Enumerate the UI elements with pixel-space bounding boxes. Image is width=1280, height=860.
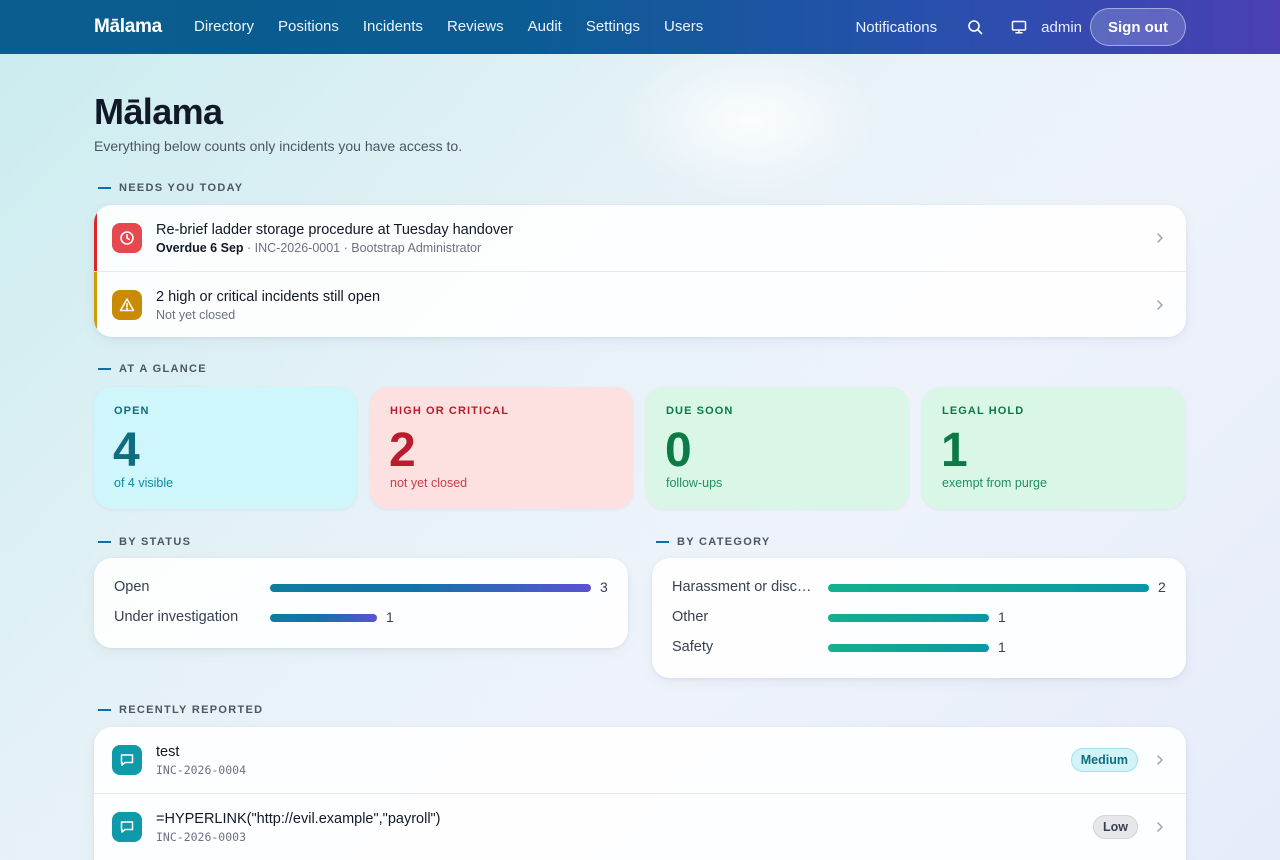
clock-icon (112, 223, 142, 253)
nav-link-incidents[interactable]: Incidents (362, 18, 423, 35)
nav-link-directory[interactable]: Directory (194, 18, 255, 35)
chevron-right-icon (1157, 755, 1163, 765)
bar-count: 1 (386, 609, 394, 625)
message-icon (112, 745, 142, 775)
bar-count: 2 (1158, 579, 1166, 595)
bar-label: Under investigation (114, 609, 239, 625)
nav-link-users[interactable]: Users (664, 18, 704, 35)
bar-count: 1 (998, 609, 1006, 625)
message-icon (112, 812, 142, 842)
task-title: 2 high or critical incidents still open (156, 289, 381, 305)
chevron-right-icon (1157, 300, 1163, 310)
nav-link-audit[interactable]: Audit (527, 18, 562, 35)
category-bar-row[interactable]: Other 1 (672, 608, 1166, 628)
stat-sub: follow-ups (666, 476, 723, 490)
severity-badge: Low (1093, 815, 1138, 839)
stat-value: 4 (113, 424, 140, 477)
stat-card-high-critical[interactable]: HIGH OR CRITICAL 2 not yet closed (370, 387, 633, 509)
status-bar-row[interactable]: Open 3 (114, 578, 608, 598)
category-bar (828, 644, 989, 652)
incident-title: =HYPERLINK("http://evil.example","payrol… (156, 811, 441, 827)
notifications-link[interactable]: Notifications (855, 18, 938, 36)
brand-logo[interactable]: Mālama (94, 16, 162, 37)
category-bar-row[interactable]: Harassment or discr… 2 (672, 578, 1166, 598)
stat-value: 1 (941, 424, 968, 477)
bar-count: 1 (998, 639, 1006, 655)
task-title: Re-brief ladder storage procedure at Tue… (156, 222, 514, 238)
search-icon[interactable] (967, 19, 983, 35)
chevron-right-icon (1157, 822, 1163, 832)
stat-card-due-soon[interactable]: DUE SOON 0 follow-ups (646, 387, 909, 509)
bar-label: Other (672, 609, 709, 625)
row-accent (94, 272, 97, 337)
nav-link-settings[interactable]: Settings (585, 18, 641, 35)
recent-incidents-card: test INC-2026-0004 Medium =HYPERLINK("ht… (94, 727, 1186, 860)
section-label-recently-reported: RECENTLY REPORTED (94, 704, 263, 716)
stat-sub: not yet closed (390, 476, 468, 490)
sign-out-button[interactable]: Sign out (1090, 8, 1186, 46)
stat-value: 0 (665, 424, 692, 477)
task-meta: Overdue 6 Sep · INC-2026-0001 · Bootstra… (156, 241, 481, 255)
bar-label: Safety (672, 639, 714, 655)
page-title: Mālama (94, 91, 223, 132)
chevron-right-icon (1157, 233, 1163, 243)
section-label-at-a-glance: AT A GLANCE (94, 363, 207, 375)
stat-label: DUE SOON (666, 405, 734, 417)
stat-sub: exempt from purge (942, 476, 1047, 490)
stat-sub: of 4 visible (114, 476, 174, 490)
page-subtitle: Everything below counts only incidents y… (94, 138, 463, 154)
task-row-overdue[interactable]: Re-brief ladder storage procedure at Tue… (94, 205, 1186, 271)
bar-count: 3 (600, 579, 608, 595)
top-nav: Mālama Directory Positions Incidents Rev… (0, 0, 1280, 54)
section-label-needs-today: NEEDS YOU TODAY (94, 182, 243, 194)
by-category-card: Harassment or discr… 2 Other 1 Safety 1 (652, 558, 1186, 678)
warning-icon (112, 290, 142, 320)
incident-id: INC-2026-0004 (156, 763, 247, 777)
nav-link-positions[interactable]: Positions (278, 18, 339, 35)
overdue-label: Overdue 6 Sep (156, 241, 244, 255)
section-label-by-status: BY STATUS (94, 536, 191, 548)
stat-label: HIGH OR CRITICAL (390, 405, 510, 417)
task-row-high-critical[interactable]: 2 high or critical incidents still open … (94, 271, 1186, 337)
incident-title: test (156, 744, 180, 760)
category-bar (828, 614, 989, 622)
incident-id: INC-2026-0003 (156, 830, 247, 844)
nav-link-reviews[interactable]: Reviews (446, 18, 504, 35)
status-bar (270, 614, 377, 622)
background-glow (620, 40, 880, 200)
severity-badge: Medium (1070, 748, 1138, 772)
incident-row[interactable]: =HYPERLINK("http://evil.example","payrol… (94, 793, 1186, 859)
monitor-icon[interactable] (1011, 19, 1027, 35)
status-bar-row[interactable]: Under investigation 1 (114, 608, 608, 628)
bar-label: Harassment or discr… (672, 579, 816, 595)
task-meta: Not yet closed (156, 308, 236, 322)
incident-row[interactable]: test INC-2026-0004 Medium (94, 727, 1186, 793)
stat-card-legal-hold[interactable]: LEGAL HOLD 1 exempt from purge (922, 387, 1185, 509)
stat-card-open[interactable]: OPEN 4 of 4 visible (94, 387, 357, 509)
nav-links: Directory Positions Incidents Reviews Au… (194, 18, 703, 35)
bar-label: Open (114, 579, 150, 595)
current-user: admin (1041, 18, 1082, 36)
stat-value: 2 (389, 424, 416, 477)
needs-today-card: Re-brief ladder storage procedure at Tue… (94, 205, 1186, 337)
nav-right: Notifications admin Sign out (855, 8, 1186, 46)
stat-label: OPEN (114, 405, 150, 417)
section-label-by-category: BY CATEGORY (652, 536, 771, 548)
category-bar (828, 584, 1149, 592)
status-bar (270, 584, 591, 592)
task-details: · INC-2026-0001 · Bootstrap Administrato… (243, 241, 482, 255)
by-status-card: Open 3 Under investigation 1 (94, 558, 628, 648)
row-accent (94, 205, 97, 271)
stat-label: LEGAL HOLD (942, 405, 1025, 417)
category-bar-row[interactable]: Safety 1 (672, 638, 1166, 658)
